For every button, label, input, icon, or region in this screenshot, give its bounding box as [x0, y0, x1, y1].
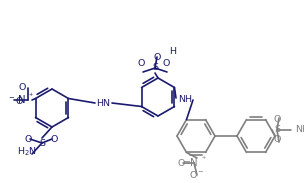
Text: HN: HN — [96, 98, 110, 107]
Text: NH$_2$: NH$_2$ — [295, 124, 304, 136]
Text: O: O — [273, 135, 281, 145]
Text: N: N — [190, 158, 198, 168]
Text: O: O — [24, 135, 32, 143]
Text: S: S — [274, 126, 280, 135]
Text: H$_2$N: H$_2$N — [17, 146, 37, 158]
Text: S: S — [39, 139, 45, 147]
Text: O: O — [50, 135, 58, 143]
Text: H: H — [170, 48, 177, 57]
Text: NH: NH — [178, 96, 192, 104]
Text: =: = — [183, 158, 191, 167]
Text: O: O — [162, 59, 170, 68]
Text: O$^-$: O$^-$ — [189, 169, 205, 180]
Text: O: O — [18, 83, 26, 92]
Text: O: O — [153, 53, 161, 61]
Text: $^-$O: $^-$O — [7, 94, 24, 106]
Text: O: O — [137, 59, 145, 68]
Text: O: O — [177, 158, 185, 167]
Text: $^+$: $^+$ — [27, 93, 34, 99]
Text: O: O — [273, 115, 281, 124]
Text: S: S — [152, 64, 158, 72]
Text: N: N — [18, 95, 26, 105]
Text: $^+$: $^+$ — [200, 156, 207, 162]
